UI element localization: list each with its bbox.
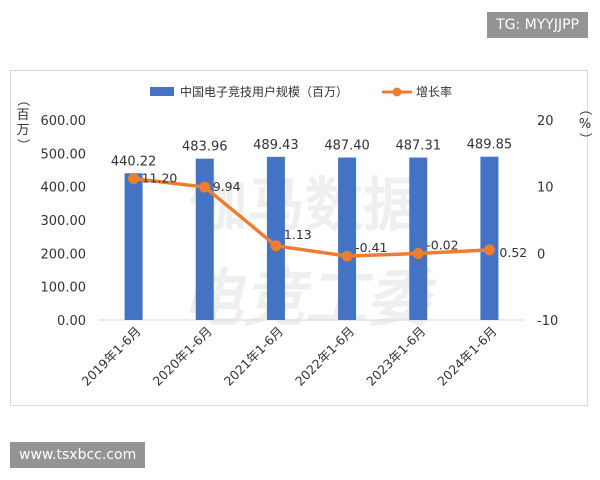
- right-tick-label: -10: [537, 314, 558, 329]
- bar-series: [124, 156, 499, 320]
- bar: [195, 158, 214, 320]
- line-point: [128, 173, 140, 185]
- axis-title-char: （: [577, 102, 592, 115]
- left-tick-label: 400.00: [41, 181, 87, 196]
- data-labels: 440.22 483.96 489.43 487.40 487.31 489.85 11.2…: [111, 138, 527, 260]
- bar: [480, 156, 499, 320]
- legend-line-marker: [392, 87, 402, 97]
- x-tick-label: 2019年1-6月: [78, 324, 143, 389]
- bar: [124, 173, 143, 320]
- right-tick-label: 0: [537, 247, 545, 262]
- axis-title-char: 百: [16, 108, 29, 123]
- growth-value-label: -0.02: [426, 237, 458, 252]
- legend-bar-label: 中国电子竞技用户规模（百万）: [180, 84, 348, 99]
- right-tick-label: 20: [537, 114, 554, 129]
- line-point: [412, 247, 424, 259]
- axis-title-char: ）: [15, 138, 30, 151]
- bar-value-label: 489.85: [467, 138, 513, 153]
- line-point: [483, 244, 495, 256]
- bar-value-label: 489.43: [253, 138, 299, 153]
- left-tick-label: 200.00: [41, 247, 87, 262]
- left-tick-label: 600.00: [41, 114, 87, 129]
- bar: [338, 157, 357, 320]
- axis-title-char: %: [579, 117, 591, 132]
- bar-value-label: 440.22: [111, 154, 157, 169]
- growth-value-label: 11.20: [142, 171, 178, 186]
- growth-value-label: 9.94: [213, 179, 241, 194]
- left-tick-label: 300.00: [41, 214, 87, 229]
- left-axis-title: （ 百万）: [15, 93, 30, 151]
- legend-bar-swatch: [150, 87, 174, 96]
- left-tick-label: 0.00: [57, 314, 86, 329]
- left-axis-ticks: 0.00 100.00 200.00 300.00 400.00 500.00 600.00: [41, 114, 87, 329]
- growth-value-label: 1.13: [284, 227, 312, 242]
- growth-value-label: -0.41: [355, 240, 387, 255]
- legend: 中国电子竞技用户规模（百万） 增长率: [150, 84, 452, 99]
- bar: [409, 157, 428, 320]
- right-tick-label: 10: [537, 181, 554, 196]
- bar-value-label: 487.31: [396, 139, 442, 154]
- x-tick-label: 2024年1-6月: [434, 324, 499, 389]
- growth-value-label: 0.52: [499, 245, 527, 260]
- right-axis-ticks: -10 0 10 20: [537, 114, 558, 329]
- watermark-tag-top-right: TG: MYYJJPP: [487, 12, 588, 38]
- watermark-esports-committee: 电竞工委: [181, 262, 437, 335]
- line-point: [270, 240, 282, 252]
- axis-title-char: （: [15, 93, 30, 106]
- axis-title-char: 万: [16, 123, 29, 138]
- line-point: [341, 250, 353, 262]
- legend-line-label: 增长率: [416, 84, 452, 99]
- watermark-tag-bottom-left: www.tsxbcc.com: [10, 442, 146, 468]
- growth-line: [133, 176, 490, 258]
- line-point: [199, 181, 211, 193]
- right-axis-title: （%）: [577, 102, 592, 145]
- axis-title-char: ）: [577, 132, 592, 145]
- bar: [266, 156, 285, 320]
- bar-value-label: 487.40: [324, 139, 370, 154]
- growth-line-series: [128, 173, 495, 262]
- left-tick-label: 100.00: [41, 281, 87, 296]
- left-tick-label: 500.00: [41, 147, 87, 162]
- bar-value-label: 483.96: [182, 140, 228, 155]
- background-watermark: 伽马数据 电竞工委: [181, 171, 437, 335]
